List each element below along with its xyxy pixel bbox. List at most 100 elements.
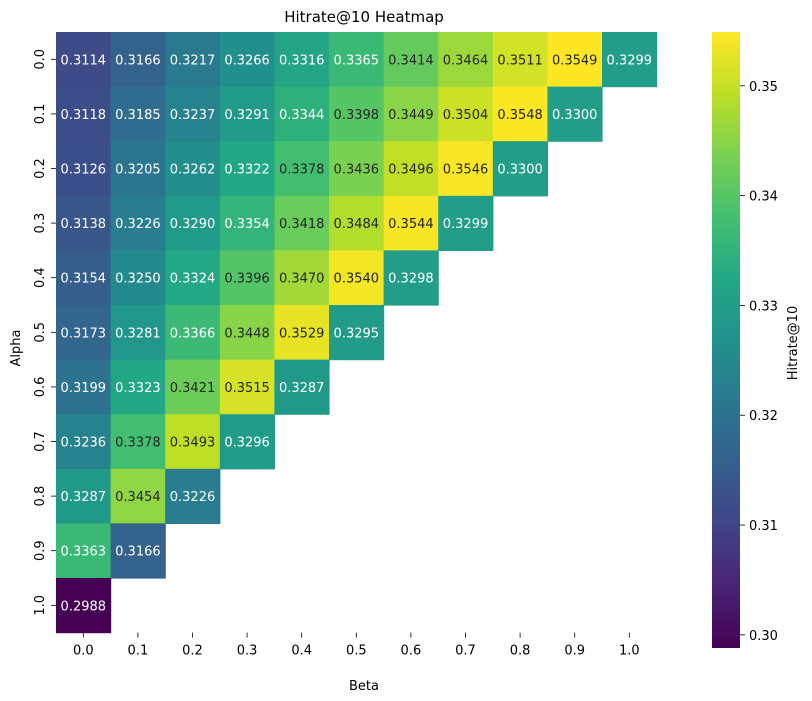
heatmap-cell [219, 305, 275, 361]
y-tick-label: 0.7 [33, 431, 48, 452]
cell-value-label: 0.3449 [388, 108, 434, 123]
cell-value-label: 0.3396 [224, 272, 270, 287]
y-axis: 0.0 0.1 0.2 0.3 0.4 0.5 0.6 0.7 0.8 0.9 1.0 [33, 49, 56, 616]
heatmap-cell [383, 86, 439, 142]
x-tick-label: 0.2 [182, 644, 203, 659]
cell-value-label: 0.3299 [443, 217, 489, 232]
x-tick-label: 0.5 [346, 644, 367, 659]
cell-value-label: 0.3378 [279, 163, 325, 178]
cell-value-label: 0.3378 [115, 436, 161, 451]
heatmap-cell [165, 305, 221, 361]
cell-value-label: 0.3138 [61, 217, 107, 232]
y-tick-label: 0.9 [33, 540, 48, 561]
cell-value-label: 0.3300 [552, 108, 598, 123]
cell-value-label: 0.3549 [552, 53, 598, 68]
cell-value-label: 0.3464 [443, 53, 489, 68]
cell-value-label: 0.3454 [115, 490, 161, 505]
cell-value-label: 0.3436 [334, 163, 380, 178]
cell-value-label: 0.3298 [388, 272, 434, 287]
cell-value-label: 0.3322 [224, 163, 270, 178]
heatmap-cell [165, 250, 221, 306]
cell-value-label: 0.3226 [170, 490, 216, 505]
heatmap-cell [110, 141, 166, 197]
cell-value-label: 0.3529 [279, 326, 325, 341]
cell-value-label: 0.3287 [279, 381, 325, 396]
cell-value-label: 0.3262 [170, 163, 216, 178]
heatmap-cell [383, 32, 439, 88]
y-tick-label: 0.2 [33, 158, 48, 179]
cell-value-label: 0.3421 [170, 381, 216, 396]
colorbar-tick-label: 0.32 [749, 409, 778, 424]
x-tick-label: 0.4 [291, 644, 312, 659]
cell-value-label: 0.3250 [115, 272, 161, 287]
heatmap-cell [110, 305, 166, 361]
heatmap-cell [274, 32, 330, 88]
heatmap-cell [56, 578, 112, 634]
heatmap-cell [110, 468, 166, 524]
y-axis-title: Alpha [9, 330, 24, 367]
heatmap-cell [274, 195, 330, 251]
heatmap-cell [438, 141, 494, 197]
heatmap-cell [329, 195, 385, 251]
heatmap-cell [165, 32, 221, 88]
heatmap-cell [165, 195, 221, 251]
heatmap-cell [219, 414, 275, 470]
cell-value-label: 0.3414 [388, 53, 434, 68]
heatmap-cell [219, 195, 275, 251]
chart-title: Hitrate@10 Heatmap [284, 8, 444, 26]
x-tick-label: 0.9 [564, 644, 585, 659]
heatmap-cell [492, 141, 548, 197]
y-tick-label: 0.8 [33, 486, 48, 507]
heatmap-cell [274, 141, 330, 197]
cell-value-label: 0.3540 [334, 272, 380, 287]
colorbar: 0.30 0.31 0.32 0.33 0.34 0.35 Hitrate@10 [712, 32, 801, 648]
heatmap-cell [56, 250, 112, 306]
cell-value-label: 0.3154 [61, 272, 107, 287]
y-tick-label: 0.4 [33, 267, 48, 288]
heatmap-cell [602, 32, 658, 88]
heatmap-cell [56, 359, 112, 415]
cell-value-label: 0.3291 [224, 108, 270, 123]
y-tick-label: 0.1 [33, 104, 48, 125]
heatmap-cell [492, 32, 548, 88]
heatmap-cell [165, 359, 221, 415]
cell-value-label: 0.3114 [61, 53, 107, 68]
cell-value-label: 0.3344 [279, 108, 325, 123]
heatmap-cells: 0.3114 0.3166 0.3217 0.3266 0.3316 0.3365 0.34… [56, 32, 658, 634]
x-tick-label: 1.0 [619, 644, 640, 659]
heatmap-cell [165, 414, 221, 470]
x-tick-label: 0.0 [73, 644, 94, 659]
cell-value-label: 0.3515 [224, 381, 270, 396]
cell-value-label: 0.3173 [61, 326, 107, 341]
cell-value-label: 0.3295 [334, 326, 380, 341]
heatmap-cell [547, 32, 603, 88]
cell-value-label: 0.2988 [61, 599, 107, 614]
heatmap-cell [274, 86, 330, 142]
cell-value-label: 0.3316 [279, 53, 325, 68]
cell-value-label: 0.3266 [224, 53, 270, 68]
heatmap-cell [110, 359, 166, 415]
heatmap-cell [56, 141, 112, 197]
heatmap-cell [219, 141, 275, 197]
cell-value-label: 0.3237 [170, 108, 216, 123]
heatmap-cell [329, 141, 385, 197]
heatmap-cell [274, 359, 330, 415]
cell-value-label: 0.3493 [170, 436, 216, 451]
heatmap-cell [383, 250, 439, 306]
heatmap-cell [110, 195, 166, 251]
cell-value-label: 0.3504 [443, 108, 489, 123]
cell-value-label: 0.3418 [279, 217, 325, 232]
heatmap-cell [219, 32, 275, 88]
heatmap-cell [56, 468, 112, 524]
heatmap-cell [219, 86, 275, 142]
cell-value-label: 0.3546 [443, 163, 489, 178]
heatmap-cell [274, 305, 330, 361]
cell-value-label: 0.3323 [115, 381, 161, 396]
heatmap-cell [56, 86, 112, 142]
x-tick-label: 0.3 [237, 644, 258, 659]
cell-value-label: 0.3354 [224, 217, 270, 232]
cell-value-label: 0.3363 [61, 545, 107, 560]
cell-value-label: 0.3281 [115, 326, 161, 341]
heatmap-cell [56, 414, 112, 470]
colorbar-tick-label: 0.30 [749, 629, 778, 644]
